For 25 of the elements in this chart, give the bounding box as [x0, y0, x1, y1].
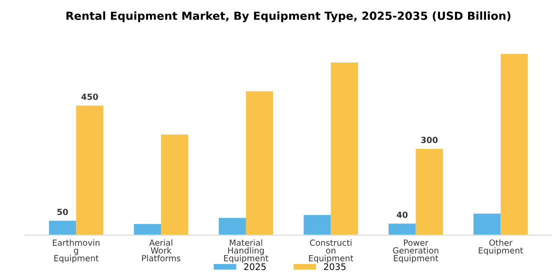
bar: [218, 218, 246, 236]
bar: [388, 224, 416, 236]
bar: [330, 62, 358, 236]
data-label: 300: [421, 136, 438, 144]
legend-label: 2025: [244, 263, 266, 270]
x-tick-label: Power Generation Equipment: [392, 240, 438, 263]
x-tick-label: Earthmovin g Equipment: [52, 239, 100, 263]
bar: [473, 214, 501, 236]
data-label: 40: [396, 212, 408, 218]
bar: [134, 224, 162, 236]
x-tick-label: Material Handling Equipment: [224, 239, 268, 263]
legend-label: 2035: [324, 263, 346, 270]
bar: [246, 91, 274, 236]
bar: [416, 148, 443, 236]
bar: [304, 215, 331, 236]
data-label: 450: [81, 94, 98, 100]
bar: [161, 134, 188, 236]
bar: [500, 54, 528, 236]
bar: [48, 220, 76, 236]
x-tick-label: Aerial Work Platforms: [142, 239, 180, 262]
x-tick-label: Constructi on Equipment: [309, 239, 354, 263]
bar: [76, 106, 104, 236]
chart-title: Rental Equipment Market, By Equipment Type, 2025-2035 (USD Billion): [66, 11, 510, 22]
data-label: 50: [57, 208, 68, 216]
x-tick-label: Other Equipment: [478, 239, 524, 256]
